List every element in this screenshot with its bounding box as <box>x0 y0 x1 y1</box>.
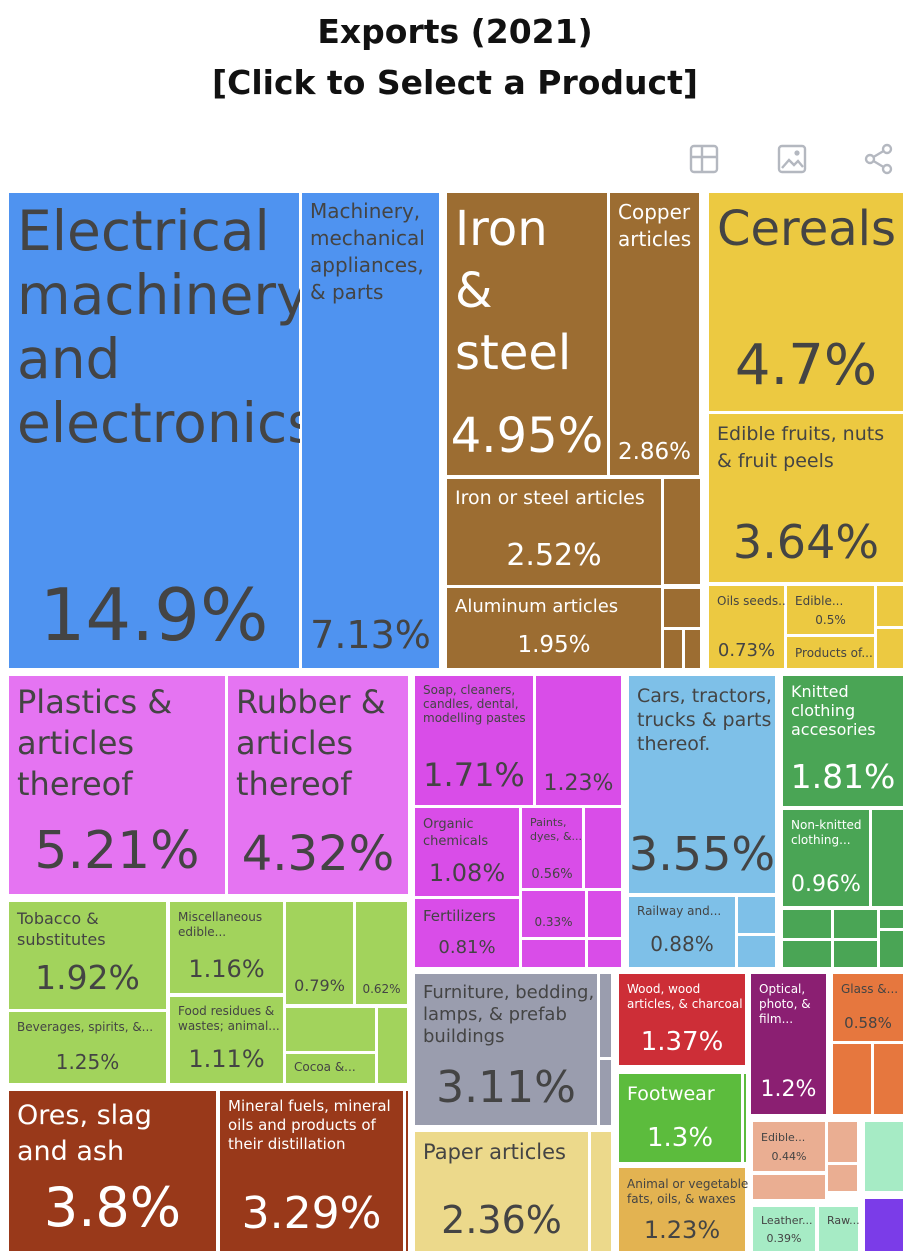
table-icon[interactable] <box>688 142 720 176</box>
tile-railway-and-20[interactable] <box>627 895 737 969</box>
tile-edible-39[interactable] <box>751 1120 827 1173</box>
tile-electrical-machinery-and-electronics-0[interactable] <box>7 191 301 670</box>
tile-oils-seeds-8[interactable] <box>707 584 786 670</box>
tile-ores-slag-and-ash-30[interactable] <box>7 1089 218 1252</box>
tile-non-knitted-clothing-22[interactable] <box>781 808 871 908</box>
tile-machinery-mechanical-appliances-parts-1[interactable] <box>300 191 441 670</box>
tile-iron-or-steel-articles-4[interactable] <box>445 477 663 587</box>
tile-fertilizers-18[interactable] <box>413 897 521 969</box>
tile-glass-38[interactable] <box>831 972 905 1043</box>
tile-plastics-articles-thereof-11[interactable] <box>7 674 227 896</box>
share-icon[interactable] <box>862 142 896 176</box>
tile-textiles-other-15[interactable] <box>878 908 905 930</box>
tile-foodstuffs-25-25[interactable] <box>284 900 355 1006</box>
tile-chemicals-other-8[interactable] <box>520 938 587 969</box>
tile-wood-wood-articles-charcoal-34[interactable] <box>617 972 747 1067</box>
tile-chemicals-other-7[interactable] <box>586 889 623 939</box>
tile-rubber-articles-thereof-12[interactable] <box>226 674 410 896</box>
tile-other-other-32[interactable] <box>863 1197 905 1252</box>
tile-animal_products-other-29[interactable] <box>826 1163 859 1193</box>
tile-foodstuffs-other-19[interactable] <box>284 1006 377 1053</box>
tile-transport-other-10[interactable] <box>736 895 777 935</box>
tile-textiles-other-17[interactable] <box>832 939 879 969</box>
tile-metals-other-3[interactable] <box>683 628 702 670</box>
tile-organic-chemicals-15[interactable] <box>413 806 521 898</box>
tile-chemicals-other-6[interactable] <box>583 806 623 890</box>
tile-textiles-other-18[interactable] <box>878 929 905 969</box>
tile-tobacco-substitutes-23[interactable] <box>7 900 168 1011</box>
tile-paper-articles-33[interactable] <box>413 1130 590 1252</box>
tile-copper-articles-3[interactable] <box>608 191 701 477</box>
tile-chemicals-17-17[interactable] <box>520 889 587 939</box>
tile-food-residues-wastes-animal-28[interactable] <box>168 995 285 1085</box>
tile-cars-tractors-trucks-parts-thereof-19[interactable] <box>627 674 777 895</box>
tile-leather-40[interactable] <box>751 1205 817 1252</box>
tile-misc-other-23[interactable] <box>598 1058 613 1127</box>
tile-mineral-other-21[interactable] <box>404 1089 410 1252</box>
tile-paints-dyes-16[interactable] <box>520 806 584 890</box>
tile-iron-steel-2[interactable] <box>445 191 609 477</box>
tile-chemicals-other-9[interactable] <box>586 938 623 969</box>
tile-optical-photo-film-37[interactable] <box>749 972 828 1116</box>
tile-vegetable-other-4[interactable] <box>875 584 905 628</box>
tile-beverages-spirits-27[interactable] <box>7 1010 168 1085</box>
tile-mineral-fuels-mineral-oils-and-products-of-their-distillation-31[interactable] <box>218 1089 405 1252</box>
tile-metals-other-1[interactable] <box>662 587 702 629</box>
tile-products-of-10[interactable] <box>785 635 876 670</box>
tile-hides-other-31[interactable] <box>863 1120 905 1193</box>
tile-animal-or-vegetable-fats-oils-waxes-36[interactable] <box>617 1166 747 1252</box>
tile-knitted-clothing-accesories-21[interactable] <box>781 674 905 808</box>
tile-cocoa-29[interactable] <box>284 1052 377 1085</box>
tile-stone_glass-other-26[interactable] <box>831 1042 873 1116</box>
tile-footwear-other-25[interactable] <box>742 1072 748 1164</box>
tile-edible-fruits-nuts-fruit-peels-7[interactable] <box>707 412 905 584</box>
tile-textiles-other-16[interactable] <box>781 939 833 969</box>
tile-footwear-35[interactable] <box>617 1072 743 1164</box>
tile-metals-other-0[interactable] <box>662 477 702 586</box>
tile-chemicals-14-14[interactable] <box>534 674 623 807</box>
tile-paper-other-24[interactable] <box>589 1130 613 1252</box>
tile-stone_glass-other-27[interactable] <box>872 1042 905 1116</box>
tile-raw-41[interactable] <box>817 1205 860 1252</box>
tile-vegetable-other-5[interactable] <box>875 627 905 670</box>
tile-textiles-other-12[interactable] <box>870 808 905 908</box>
tile-foodstuffs-26-26[interactable] <box>354 900 409 1006</box>
tile-edible-9[interactable] <box>785 584 876 636</box>
tile-textiles-other-13[interactable] <box>781 908 833 940</box>
tile-textiles-other-14[interactable] <box>832 908 879 940</box>
tile-animal_products-other-30[interactable] <box>751 1173 827 1201</box>
tile-misc-other-22[interactable] <box>598 972 613 1059</box>
tile-metals-other-2[interactable] <box>662 628 684 670</box>
tile-miscellaneous-edible-24[interactable] <box>168 900 285 995</box>
tile-cereals-6[interactable] <box>707 191 905 413</box>
tile-furniture-bedding-lamps-prefab-buildings-32[interactable] <box>413 972 599 1127</box>
tile-animal_products-other-28[interactable] <box>826 1120 859 1164</box>
image-icon[interactable] <box>776 142 808 176</box>
tile-aluminum-articles-5[interactable] <box>445 586 663 670</box>
tile-transport-other-11[interactable] <box>736 934 777 969</box>
tile-soap-cleaners-candles-dental-modelling-pastes-13[interactable] <box>413 674 535 807</box>
chart-title: Exports (2021) <box>317 12 593 51</box>
tile-foodstuffs-other-20[interactable] <box>376 1006 409 1085</box>
chart-subtitle[interactable]: [Click to Select a Product] <box>212 63 698 102</box>
